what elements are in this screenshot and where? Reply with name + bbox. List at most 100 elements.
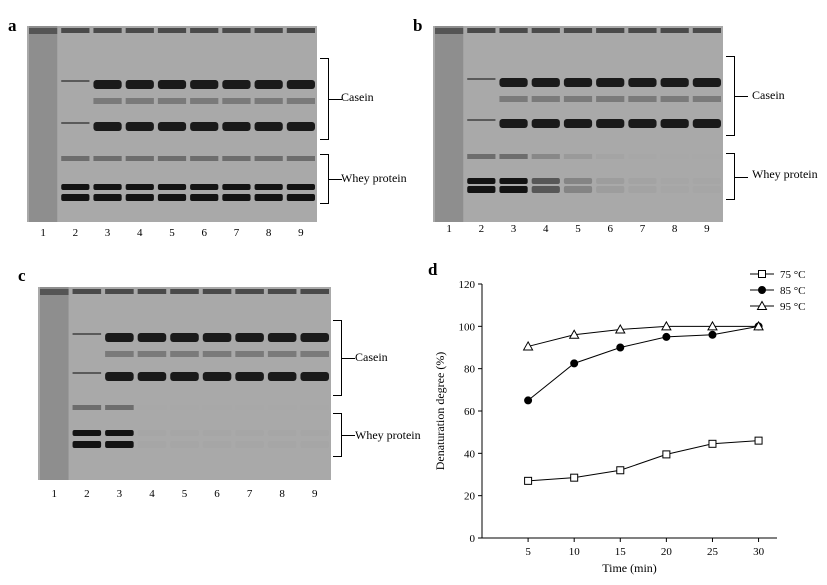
whey-faint-band xyxy=(93,156,122,161)
data-point-2 xyxy=(614,323,626,334)
whey-band-upper xyxy=(170,430,199,436)
whey-label-b: Whey protein xyxy=(752,167,818,181)
casein-band-lower xyxy=(596,119,625,128)
well-band xyxy=(105,289,134,294)
whey-faint-band xyxy=(531,154,560,159)
casein-band-upper xyxy=(190,80,219,89)
casein-band-lower xyxy=(105,372,134,381)
x-tick-label: 10 xyxy=(569,546,581,558)
whey-band-lower xyxy=(125,194,154,201)
casein-minor-band xyxy=(563,96,593,102)
well-band xyxy=(222,28,251,33)
lane-number: 9 xyxy=(311,488,318,500)
lane-number: 6 xyxy=(607,223,613,235)
whey-band-lower xyxy=(72,441,102,448)
whey-band-lower xyxy=(137,441,167,448)
well-band xyxy=(93,28,122,33)
casein-label-c: Casein xyxy=(355,350,388,364)
data-point-1 xyxy=(662,332,671,341)
marker-top-band xyxy=(40,289,69,295)
lane-number: 4 xyxy=(543,223,549,235)
whey-band-upper xyxy=(125,184,154,190)
lane-number: 7 xyxy=(246,488,253,500)
casein-band-lower xyxy=(286,122,315,131)
casein-band-lower xyxy=(531,119,560,128)
x-tick-label: 20 xyxy=(661,546,673,558)
casein-minor-band xyxy=(628,96,657,102)
ladder-band xyxy=(72,372,102,374)
marker-top-band xyxy=(29,28,58,34)
casein-band-upper xyxy=(157,80,187,89)
y-tick-label: 20 xyxy=(464,491,476,503)
whey-faint-band xyxy=(499,154,528,159)
well-band xyxy=(499,28,528,33)
casein-band-upper xyxy=(267,333,297,342)
legend-label: 95 °C xyxy=(780,301,806,313)
ladder-band xyxy=(61,122,90,124)
well-band xyxy=(125,28,154,33)
well-band xyxy=(300,289,329,294)
casein-band-lower xyxy=(628,119,657,128)
whey-band-upper xyxy=(531,178,560,184)
marker-lane xyxy=(29,26,58,222)
casein-label-b: Casein xyxy=(752,88,785,102)
casein-band-lower xyxy=(190,122,219,131)
whey-band-lower xyxy=(222,194,251,201)
lane-number: 1 xyxy=(40,227,46,239)
casein-band-lower xyxy=(93,122,122,131)
legend-label: 75 °C xyxy=(780,269,806,281)
casein-minor-band xyxy=(499,96,528,102)
whey-label-c: Whey protein xyxy=(355,428,421,442)
y-tick-label: 40 xyxy=(464,448,476,460)
y-tick-label: 60 xyxy=(464,406,476,418)
data-point-2 xyxy=(753,320,764,331)
whey-faint-band xyxy=(254,156,283,161)
casein-minor-band xyxy=(531,96,560,102)
whey-faint-band xyxy=(61,156,90,161)
whey-band-upper xyxy=(72,430,102,436)
whey-band-lower xyxy=(157,194,187,201)
whey-band-upper xyxy=(467,178,496,184)
casein-band-lower xyxy=(137,372,167,381)
data-point-1 xyxy=(570,359,579,368)
casein-band-upper xyxy=(531,78,560,87)
whey-band-upper xyxy=(596,178,625,184)
whey-faint-band xyxy=(267,405,297,410)
series-line-2 xyxy=(527,325,759,347)
data-point-0 xyxy=(662,450,671,459)
casein-band-upper xyxy=(222,80,251,89)
casein-band-upper xyxy=(499,78,528,87)
casein-band-upper xyxy=(692,78,721,87)
whey-band-lower xyxy=(300,441,329,448)
casein-band-lower xyxy=(170,372,199,381)
casein-minor-band xyxy=(190,98,219,104)
whey-band-upper xyxy=(61,184,90,190)
casein-band-upper xyxy=(170,333,199,342)
well-band xyxy=(190,28,219,33)
casein-minor-band xyxy=(235,351,264,357)
panel-label-d: d xyxy=(428,260,438,279)
lane-number: 3 xyxy=(510,223,517,235)
casein-band-upper xyxy=(93,80,122,89)
lane-number: 7 xyxy=(233,227,240,239)
well-band xyxy=(660,28,689,33)
lane-number: 3 xyxy=(104,227,111,239)
well-band xyxy=(235,289,264,294)
lane-number: 5 xyxy=(181,488,188,500)
casein-minor-band xyxy=(596,96,625,102)
casein-minor-band xyxy=(105,351,134,357)
lane-number: 6 xyxy=(214,488,220,500)
casein-band-upper xyxy=(202,333,232,342)
casein-minor-band xyxy=(267,351,297,357)
whey-band-upper xyxy=(157,184,187,190)
whey-label-a: Whey protein xyxy=(341,171,407,185)
x-tick-label: 25 xyxy=(707,546,719,558)
well-band xyxy=(170,289,199,294)
whey-faint-band xyxy=(137,405,167,410)
whey-band-lower xyxy=(61,194,90,201)
casein-band-lower xyxy=(254,122,283,131)
x-tick-label: 15 xyxy=(615,546,627,558)
data-point-1 xyxy=(616,343,625,352)
whey-band-lower xyxy=(628,186,657,193)
whey-band-lower xyxy=(254,194,283,201)
